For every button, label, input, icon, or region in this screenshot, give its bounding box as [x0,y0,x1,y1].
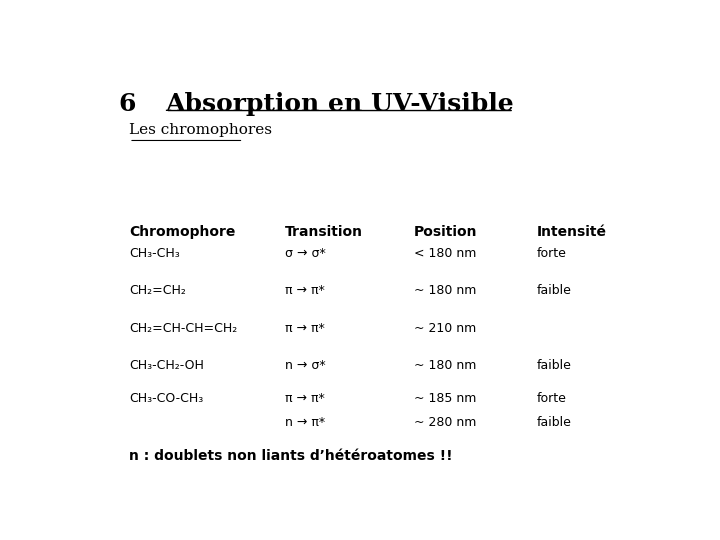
Text: CH₃-CO-CH₃: CH₃-CO-CH₃ [129,393,203,406]
Text: Absorption en UV-Visible: Absorption en UV-Visible [166,92,514,116]
Text: ~ 185 nm: ~ 185 nm [413,393,476,406]
Text: faible: faible [536,285,571,298]
Text: ~ 280 nm: ~ 280 nm [413,416,476,429]
Text: Intensité: Intensité [536,225,606,239]
Text: π → π*: π → π* [285,285,325,298]
Text: forte: forte [536,247,566,260]
Text: forte: forte [536,393,566,406]
Text: faible: faible [536,416,571,429]
Text: faible: faible [536,359,571,372]
Text: ~ 180 nm: ~ 180 nm [413,359,476,372]
Text: n → π*: n → π* [285,416,325,429]
Text: π → π*: π → π* [285,322,325,335]
Text: CH₃-CH₃: CH₃-CH₃ [129,247,180,260]
Text: CH₂=CH-CH=CH₂: CH₂=CH-CH=CH₂ [129,322,238,335]
Text: Les chromophores: Les chromophores [129,123,272,137]
Text: 6: 6 [118,92,135,116]
Text: n : doublets non liants d’hétéroatomes !!: n : doublets non liants d’hétéroatomes !… [129,449,453,463]
Text: CH₂=CH₂: CH₂=CH₂ [129,285,186,298]
Text: ~ 210 nm: ~ 210 nm [413,322,476,335]
Text: Transition: Transition [285,225,364,239]
Text: σ → σ*: σ → σ* [285,247,326,260]
Text: Position: Position [413,225,477,239]
Text: n → σ*: n → σ* [285,359,326,372]
Text: π → π*: π → π* [285,393,325,406]
Text: < 180 nm: < 180 nm [413,247,476,260]
Text: CH₃-CH₂-OH: CH₃-CH₂-OH [129,359,204,372]
Text: ~ 180 nm: ~ 180 nm [413,285,476,298]
Text: Chromophore: Chromophore [129,225,235,239]
